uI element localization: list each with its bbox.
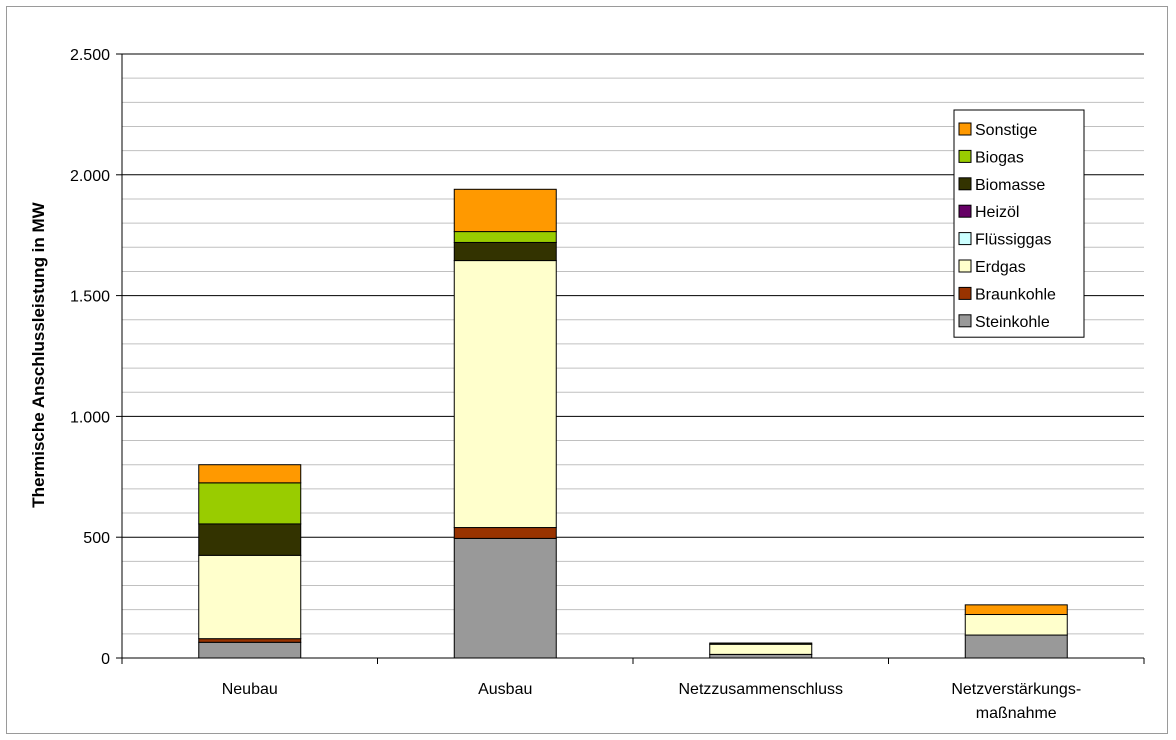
x-category-label: Ausbau [478,681,532,698]
legend-label: Biomasse [975,177,1045,194]
y-tick-label: 0 [101,651,110,668]
bar-segment-erdgas [709,643,813,655]
bar-segment-sonstige [198,464,302,484]
bars [198,188,1068,659]
legend-swatch [958,177,972,191]
legend-label: Flüssiggas [975,232,1051,249]
bar-segment-biomasse [453,241,557,262]
y-tick-label: 1.000 [70,409,110,426]
bar-segment-steinkohle [964,634,1068,659]
legend-swatch [958,204,972,218]
bar-segment-sonstige [964,604,1068,616]
bar-segment-erdgas [964,614,1068,636]
y-tick-label: 500 [83,530,110,547]
y-tick-label: 2.500 [70,47,110,64]
legend-swatch [958,286,972,300]
legend-label: Biogas [975,149,1024,166]
bar-segment-steinkohle [198,641,302,659]
bar-segment-erdgas [198,554,302,640]
legend-swatch [958,122,972,136]
bar-segment-steinkohle [453,537,557,659]
bar-segment-braunkohle [453,527,557,539]
bar-segment-biomasse [198,523,302,556]
legend-swatch [958,149,972,163]
legend-label: Erdgas [975,259,1026,276]
axes [116,53,1145,664]
legend-label: Steinkohle [975,314,1050,331]
x-category-label: Neubau [222,681,278,698]
bar-segment-biogas [453,231,557,243]
legend-box [953,109,1085,338]
x-category-label: Netzverstärkungs- [951,681,1081,698]
x-category-label: Netzzusammenschluss [679,681,844,698]
bar-segment-steinkohle [709,653,813,659]
legend: Sonstige Biogas Biomasse Heizöl Flüssiggas Er… [953,109,1085,338]
y-tick-label: 1.500 [70,289,110,306]
legend-swatch [958,314,972,328]
bar-segment-erdgas [453,260,557,529]
bar-segment-sonstige [453,188,557,233]
x-category-labels: Neubau Ausbau Netzzusammenschluss Netzverst… [222,681,1081,722]
bar-segment-biogas [198,482,302,525]
bar-segment-braunkohle [198,638,302,643]
legend-label: Braunkohle [975,286,1056,303]
legend-label: Heizöl [975,204,1019,221]
y-tick-labels: 0 500 1.000 1.500 2.000 2.500 [70,47,110,668]
legend-label: Sonstige [975,122,1037,139]
legend-swatch [958,232,972,246]
y-tick-label: 2.000 [70,168,110,185]
x-category-label: maßnahme [976,705,1057,722]
bar-segment-biomasse [709,642,813,645]
legend-swatch [958,259,972,273]
y-axis-label: Thermische Anschlussleistung in MW [29,201,48,507]
